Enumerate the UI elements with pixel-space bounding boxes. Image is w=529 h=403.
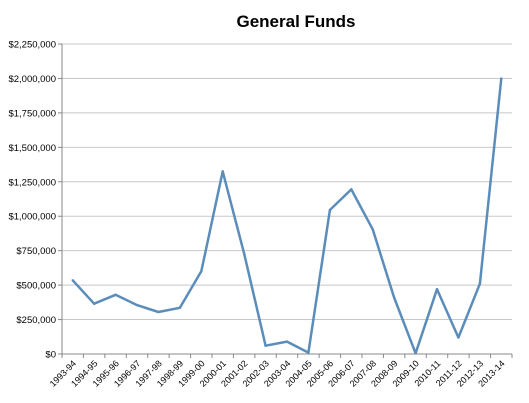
data-point	[114, 293, 117, 296]
y-tick-label: $1,000,000	[8, 212, 56, 223]
data-point	[371, 228, 374, 231]
y-tick-label: $2,000,000	[8, 74, 56, 85]
data-point	[392, 296, 396, 299]
data-point	[478, 282, 482, 285]
data-point	[264, 344, 267, 347]
y-tick-label: $500,000	[16, 281, 56, 292]
data-point	[157, 310, 160, 314]
data-point	[328, 208, 332, 212]
y-tick-label: $2,250,000	[8, 40, 56, 51]
data-point	[200, 270, 203, 273]
axes	[58, 43, 513, 358]
x-axis-tick-labels: 1993-941994-951995-961996-971997-981998-…	[48, 358, 507, 388]
data-point	[285, 340, 289, 343]
data-point	[242, 252, 246, 255]
y-tick-label: $0	[45, 350, 56, 361]
data-point	[71, 279, 74, 282]
data-point	[135, 303, 139, 307]
data-point	[500, 77, 503, 80]
y-tick-label: $750,000	[16, 246, 56, 257]
data-point	[178, 306, 182, 310]
data-point	[307, 351, 310, 354]
data-point	[457, 336, 460, 339]
y-tick-label: $250,000	[16, 315, 56, 326]
grid-lines	[62, 43, 512, 321]
y-tick-label: $1,250,000	[8, 177, 56, 188]
y-axis-tick-labels: $0 $250,000 $500,000 $750,000 $1,000,000 $1,2…	[8, 40, 56, 361]
chart-title: General Funds	[236, 12, 355, 31]
data-point	[414, 352, 417, 355]
data-point	[92, 302, 96, 305]
data-point	[435, 288, 439, 291]
data-point	[350, 188, 353, 191]
y-tick-label: $1,500,000	[8, 143, 56, 154]
y-tick-label: $1,750,000	[8, 108, 56, 119]
data-series	[71, 77, 503, 355]
data-point	[221, 170, 224, 173]
